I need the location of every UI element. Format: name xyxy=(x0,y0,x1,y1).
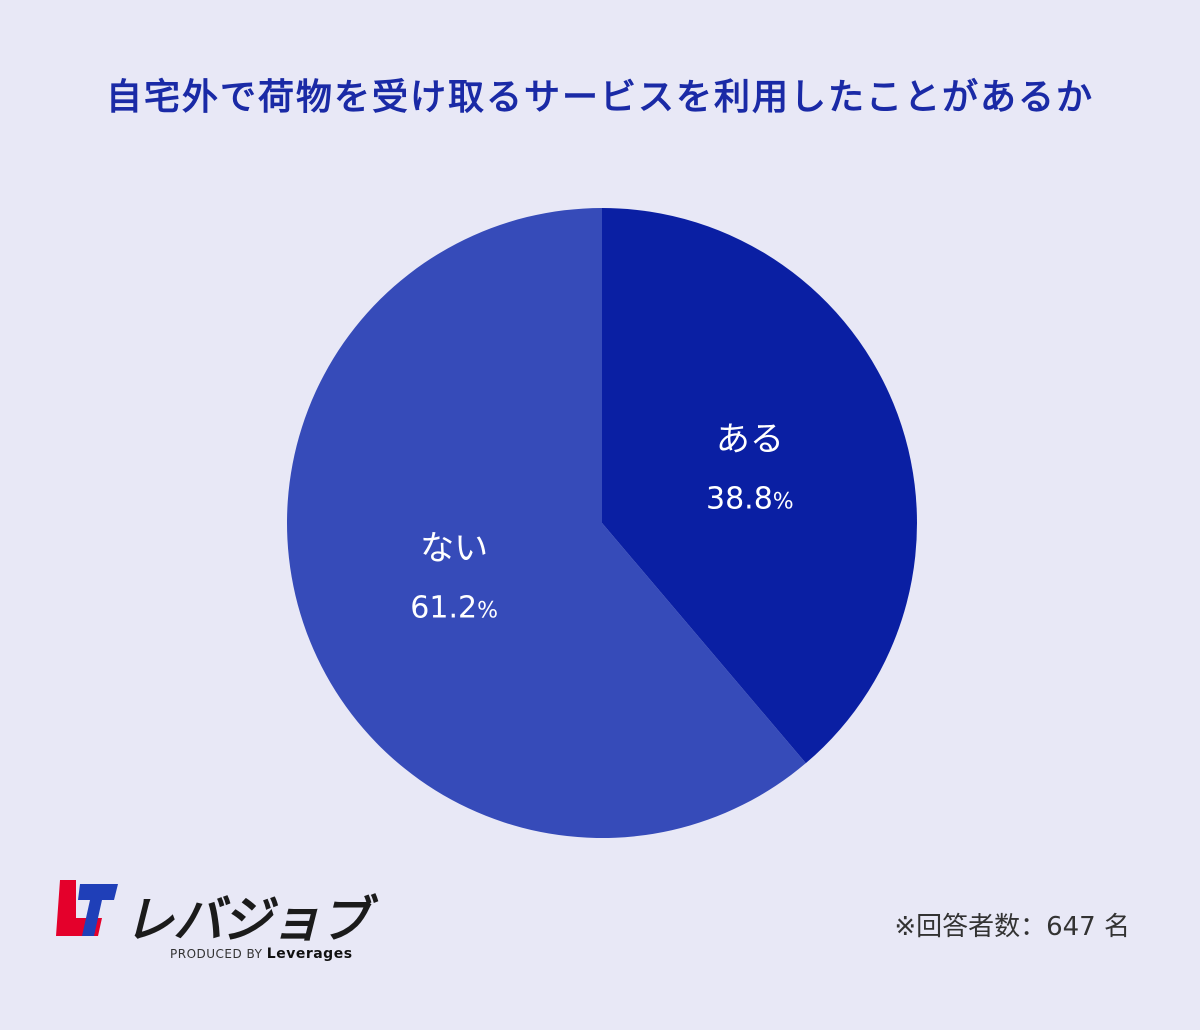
pie-slice-value-unit-0: % xyxy=(773,490,794,515)
chart-title: 自宅外で荷物を受け取るサービスを利用したことがあるか xyxy=(105,77,1094,118)
pie-slice-value-number-0: 38.8 xyxy=(706,482,773,517)
pie-slice-0 xyxy=(602,208,918,764)
pie-slice-value-unit-1: % xyxy=(477,598,498,623)
pie-slice-value-0: 38.8% xyxy=(706,482,794,517)
logo-produced-by: PRODUCED BY xyxy=(170,947,263,961)
pie-slice-value-1: 61.2% xyxy=(410,590,498,625)
logo-company: Leverages xyxy=(266,946,353,962)
pie-slice-1 xyxy=(287,208,806,838)
respondent-count-note: ※回答者数：647 名 xyxy=(894,912,1130,942)
logo-mark-icon xyxy=(56,880,118,936)
logo-tagline: PRODUCED BY Leverages xyxy=(170,946,353,962)
pie-slice-label-0: ある xyxy=(716,420,784,460)
pie-slice-value-number-1: 61.2 xyxy=(410,590,477,625)
pie-slices xyxy=(287,208,918,838)
logo-wordmark: レバジョブ xyxy=(124,891,370,949)
brand-logo: レバジョブ PRODUCED BY Leverages xyxy=(56,872,370,972)
pie-slice-label-1: ない xyxy=(420,528,488,568)
pie-labels: ある 38.8% ない 61.2% xyxy=(410,420,793,626)
